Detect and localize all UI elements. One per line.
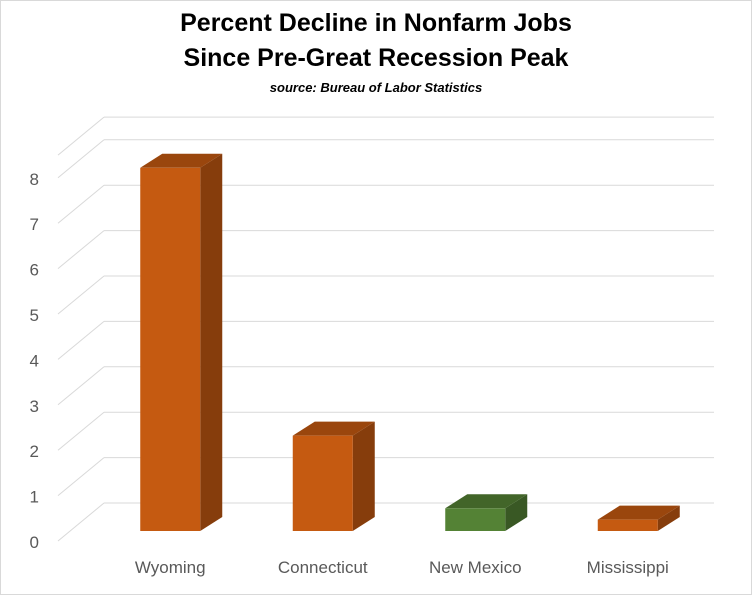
y-tick-label-8: 8 [30,170,39,189]
bar-wyoming [140,167,201,532]
x-tick-label-wyoming: Wyoming [135,558,206,577]
gridline-side-4 [57,321,105,360]
y-tick-label-6: 6 [30,261,39,280]
y-tick-label-4: 4 [30,351,39,370]
bar-new-mexico [445,508,506,531]
gridline-side-top [57,116,105,156]
bar-top-connecticut [292,421,375,436]
bar-side-mississippi [657,505,680,531]
y-tick-label-5: 5 [30,306,39,325]
gridline-side-0 [57,502,105,542]
gridline-side-5 [57,275,105,315]
chart-title-line-1: Percent Decline in Nonfarm Jobs [180,9,572,37]
bar-side-new-mexico [505,494,528,531]
bar-mississippi [597,519,658,531]
gridline-side-8 [57,139,105,179]
bar-side-connecticut [352,421,375,531]
bar-top-mississippi [597,505,680,520]
gridline-side-1 [57,457,105,496]
y-tick-label-0: 0 [30,533,39,552]
gridline-side-6 [57,230,105,269]
bar-connecticut [292,435,353,531]
gridline-side-3 [57,366,105,406]
x-tick-label-new-mexico: New Mexico [429,558,522,577]
x-tick-label-mississippi: Mississippi [587,558,669,577]
y-tick-label-2: 2 [30,442,39,461]
y-tick-label-7: 7 [30,215,39,234]
bar-side-wyoming [200,153,223,532]
x-tick-label-connecticut: Connecticut [278,558,368,577]
gridline-side-2 [57,411,105,451]
chart-subtitle: source: Bureau of Labor Statistics [269,80,483,95]
y-tick-label-1: 1 [30,488,39,507]
bar-top-new-mexico [445,494,528,509]
y-tick-label-3: 3 [30,397,39,416]
gridline-side-7 [57,184,105,224]
chart-title-line-2: Since Pre-Great Recession Peak [183,44,569,72]
bar-top-wyoming [140,153,223,168]
